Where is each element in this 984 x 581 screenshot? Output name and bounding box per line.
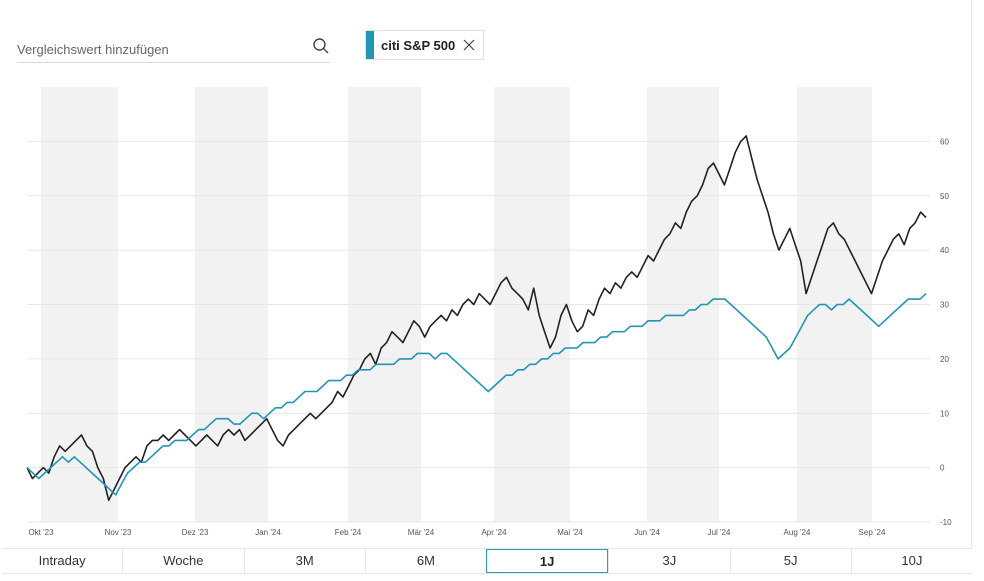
x-tick-label: Jun '24 — [634, 528, 660, 537]
search-icon[interactable] — [312, 37, 330, 55]
chart-panel — [971, 0, 972, 548]
compare-chip-label: citi S&P 500 — [381, 38, 456, 53]
timeframe-tabs: Intraday Woche 3M 6M 1J 3J 5J 10J — [2, 548, 972, 574]
y-tick-label: 10 — [940, 409, 949, 418]
x-tick-label: Aug '24 — [784, 528, 811, 537]
y-tick-label: 50 — [940, 192, 949, 201]
x-tick-label: Sep '24 — [859, 528, 886, 537]
x-tick-label: Okt '23 — [28, 528, 54, 537]
close-icon[interactable] — [461, 37, 477, 53]
series-line-main — [26, 135, 927, 502]
tab-1j[interactable]: 1J — [486, 549, 609, 573]
tab-intraday[interactable]: Intraday — [38, 553, 86, 568]
x-tick-label: Mai '24 — [557, 528, 583, 537]
tab-woche[interactable]: Woche — [122, 549, 243, 573]
tab-6m[interactable]: 6M — [364, 549, 486, 573]
x-tick-label: Mär '24 — [408, 528, 435, 537]
x-tick-label: Dez '23 — [182, 528, 209, 537]
tab-3m[interactable]: 3M — [243, 549, 365, 573]
compare-search — [17, 36, 330, 63]
y-tick-label: 60 — [940, 137, 949, 146]
x-tick-label: Feb '24 — [335, 528, 362, 537]
x-tick-label: Jul '24 — [708, 528, 731, 537]
y-tick-label: 0 — [940, 464, 945, 473]
x-tick-label: Nov '23 — [105, 528, 132, 537]
compare-chip-color — [366, 31, 374, 59]
y-tick-label: -10 — [940, 518, 952, 527]
x-tick-label: Jan '24 — [255, 528, 281, 537]
tab-3j[interactable]: 3J — [608, 549, 729, 573]
series-line-sp500 — [26, 293, 927, 496]
y-tick-label: 40 — [940, 246, 949, 255]
compare-chip: citi S&P 500 — [365, 30, 484, 60]
tab-10j[interactable]: 10J — [850, 549, 972, 573]
y-tick-label: 30 — [940, 301, 949, 310]
tab-5j[interactable]: 5J — [729, 549, 851, 573]
x-tick-label: Apr '24 — [481, 528, 507, 537]
performance-chart: -10 0 10 20 30 40 50 60 Okt '23 Nov '23 Dez '23 Jan… — [26, 87, 952, 537]
y-tick-label: 20 — [940, 355, 949, 364]
search-input[interactable] — [17, 38, 297, 60]
